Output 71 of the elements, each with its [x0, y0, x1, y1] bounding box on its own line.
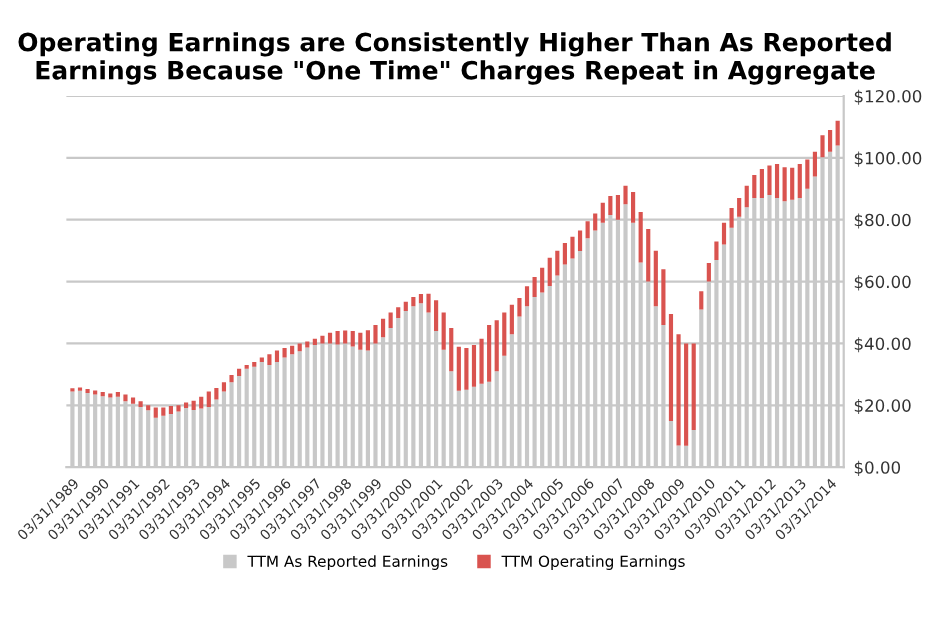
- bar: [176, 405, 181, 412]
- bar: [146, 405, 151, 411]
- y-tick-label: $40.00: [854, 337, 911, 353]
- y-tick-label: $80.00: [854, 213, 911, 229]
- bar: [161, 407, 166, 416]
- bar: [335, 331, 340, 345]
- bar: [380, 318, 386, 338]
- bar: [691, 343, 696, 431]
- bar: [487, 324, 492, 382]
- bar: [494, 320, 499, 372]
- bar: [471, 345, 477, 387]
- bar: [600, 202, 605, 223]
- bar: [767, 165, 772, 195]
- bar: [274, 350, 280, 363]
- bar: [570, 236, 575, 259]
- bar: [774, 164, 780, 199]
- bar: [532, 276, 537, 298]
- bar: [456, 346, 461, 391]
- bar: [631, 191, 636, 223]
- bar: [608, 195, 613, 216]
- bar: [267, 354, 272, 366]
- y-tick-label: $60.00: [854, 275, 911, 291]
- bar: [782, 167, 787, 202]
- bar: [312, 338, 317, 346]
- bar: [221, 382, 227, 392]
- bar: [593, 213, 598, 231]
- y-tick-label: $120.00: [854, 89, 922, 105]
- bar: [350, 331, 355, 347]
- bar: [790, 167, 795, 200]
- bar: [388, 312, 393, 328]
- bar: [752, 174, 757, 199]
- bar: [797, 164, 802, 199]
- bar: [130, 397, 136, 404]
- bar: [343, 330, 348, 344]
- bar: [153, 407, 158, 418]
- bar: [214, 388, 219, 400]
- bar: [373, 324, 378, 344]
- y-tick-label: $0.00: [854, 460, 901, 476]
- bar: [577, 230, 583, 251]
- bar: [358, 332, 363, 350]
- bar: [259, 357, 264, 363]
- bar: [168, 405, 173, 414]
- bar: [509, 304, 514, 335]
- bar: [706, 263, 711, 282]
- bar: [828, 130, 833, 152]
- bar: [759, 169, 764, 199]
- chart-title: Operating Earnings are Consistently Higher Than As Reported Earnings Because "One Time" Charges Repeat in Aggregate: [18, 32, 891, 85]
- bar: [411, 297, 416, 307]
- bar: [615, 194, 621, 220]
- bar: [540, 267, 545, 293]
- bar: [123, 394, 128, 402]
- bar: [297, 343, 302, 352]
- bar: [320, 335, 325, 344]
- bar: [237, 368, 242, 376]
- bar: [585, 221, 590, 239]
- bar: [699, 291, 704, 310]
- bar: [835, 120, 840, 146]
- bar: [282, 348, 287, 358]
- y-tick-label: $20.00: [854, 399, 911, 415]
- bar: [365, 330, 370, 351]
- bar: [138, 401, 143, 407]
- bar: [229, 375, 234, 383]
- bar: [206, 391, 211, 407]
- bar: [562, 242, 567, 265]
- bar: [547, 257, 552, 286]
- bar: [191, 400, 196, 410]
- bar: [464, 348, 469, 390]
- bar: [403, 301, 408, 311]
- y-tick-label: $100.00: [854, 151, 922, 167]
- bar: [199, 396, 204, 409]
- bar: [434, 300, 439, 332]
